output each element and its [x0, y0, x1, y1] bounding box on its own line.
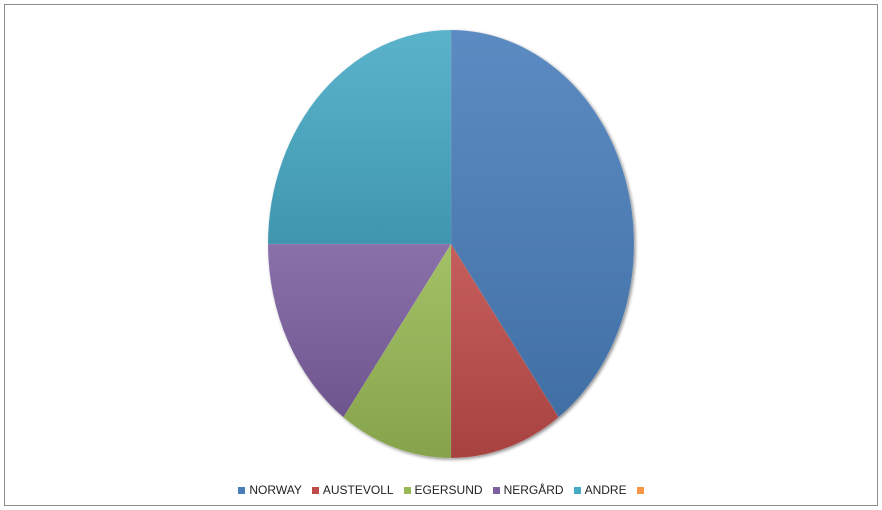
chart-legend: NORWAY AUSTEVOLL EGERSUND NERGÅRD ANDRE — [5, 483, 877, 497]
legend-label: EGERSUND — [414, 483, 483, 497]
legend-label: NERGÅRD — [503, 483, 564, 497]
legend-item: NORWAY — [238, 483, 302, 497]
legend-item: ANDRE — [573, 483, 627, 497]
legend-item: EGERSUND — [403, 483, 483, 497]
legend-item: AUSTEVOLL — [311, 483, 394, 497]
legend-label: ANDRE — [584, 483, 627, 497]
chart-area: NORWAY AUSTEVOLL EGERSUND NERGÅRD ANDRE — [4, 4, 878, 506]
legend-swatch — [311, 486, 319, 494]
pie-slice-shading — [343, 244, 451, 458]
pie-chart — [267, 29, 635, 459]
legend-label: AUSTEVOLL — [322, 483, 394, 497]
legend-swatch — [403, 486, 411, 494]
legend-swatch — [636, 486, 644, 494]
legend-swatch — [238, 486, 246, 494]
legend-swatch — [573, 486, 581, 494]
legend-item: NERGÅRD — [492, 483, 564, 497]
pie-slice-shading — [268, 244, 451, 418]
legend-swatch — [492, 486, 500, 494]
legend-item — [636, 486, 644, 494]
legend-label: NORWAY — [249, 483, 302, 497]
pie-slice-shading — [451, 244, 559, 458]
pie-slice-shading — [451, 30, 634, 418]
pie-slice-shading — [268, 30, 451, 244]
